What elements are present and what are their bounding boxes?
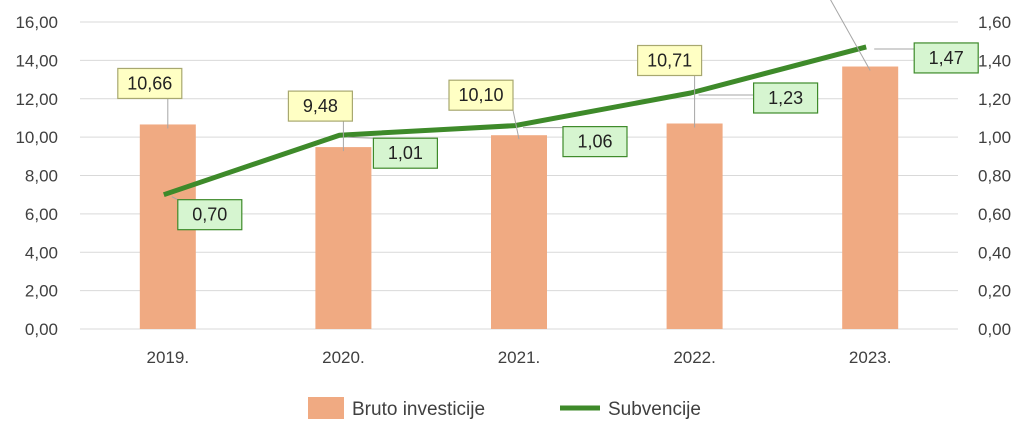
leader-line <box>830 0 871 71</box>
line-data-label: 1,01 <box>388 143 423 163</box>
category-label: 2019. <box>147 348 190 367</box>
right-axis-tick-label: 1,20 <box>978 90 1011 109</box>
category-axis-labels: 2019. 2020. 2021. 2022. 2023. <box>147 348 892 367</box>
bar-data-label-box <box>448 79 514 111</box>
right-axis-tick-label: 1,40 <box>978 51 1011 70</box>
leader-line <box>171 196 179 201</box>
legend-swatch-bar <box>308 397 344 419</box>
left-axis-tick-label: 6,00 <box>25 205 58 224</box>
leader-line <box>512 110 520 140</box>
right-axis-tick-label: 0,00 <box>978 320 1011 339</box>
line-data-label-box <box>177 199 243 231</box>
line-data-label-box <box>562 126 628 158</box>
line-data-label: 1,23 <box>768 88 803 108</box>
bar-data-label: 10,66 <box>127 73 172 93</box>
line-data-label-box <box>752 82 819 114</box>
bar <box>315 147 372 329</box>
right-axis-tick-label: 0,20 <box>978 282 1011 301</box>
right-axis-tick-label: 1,60 <box>978 13 1011 32</box>
left-axis-ticks: 0,00 2,00 4,00 6,00 8,00 10,00 12,00 14,00 16,00 <box>15 13 58 339</box>
left-axis-tick-label: 0,00 <box>25 320 58 339</box>
bar-data-label: 9,48 <box>303 96 338 116</box>
line-series-subvencije <box>162 44 867 198</box>
left-axis-tick-label: 2,00 <box>25 282 58 301</box>
label-leader-lines <box>167 0 915 201</box>
data-labels: 10,669,4810,1010,7113,680,701,011,061,23… <box>117 42 979 231</box>
bar-series-bruto-investicije <box>139 66 899 330</box>
line-data-label-box <box>913 42 979 74</box>
left-axis-tick-label: 4,00 <box>25 243 58 262</box>
bar-data-label-box <box>636 44 703 77</box>
line-data-label: 0,70 <box>192 205 227 225</box>
category-label: 2023. <box>849 348 892 367</box>
right-axis-tick-label: 1,00 <box>978 128 1011 147</box>
bar-data-label-box <box>117 67 183 100</box>
left-axis-tick-label: 8,00 <box>25 167 58 186</box>
bar <box>491 135 547 329</box>
right-axis-tick-label: 0,80 <box>978 167 1011 186</box>
left-axis-tick-label: 16,00 <box>15 13 58 32</box>
legend-label-line: Subvencije <box>608 399 701 420</box>
left-axis-tick-label: 12,00 <box>15 90 58 109</box>
bar-data-label: 10,71 <box>647 51 692 71</box>
category-label: 2020. <box>322 348 365 367</box>
left-axis-tick-label: 10,00 <box>15 128 58 147</box>
leader-line <box>347 136 374 139</box>
right-axis-tick-label: 0,40 <box>978 243 1011 262</box>
legend-label-bar: Bruto investicije <box>352 399 485 420</box>
left-axis-tick-label: 14,00 <box>15 51 58 70</box>
bar <box>666 123 723 329</box>
line-data-label-box <box>372 137 438 169</box>
category-label: 2021. <box>498 348 541 367</box>
bar-data-label-box <box>287 90 353 122</box>
legend: Bruto investicije Subvencije <box>308 397 701 420</box>
bar <box>842 66 899 329</box>
line-data-label: 1,06 <box>577 132 612 152</box>
right-axis-ticks: 0,00 0,20 0,40 0,60 0,80 1,00 1,20 1,40 1,60 <box>978 13 1011 339</box>
line-data-label: 1,47 <box>929 48 964 68</box>
bar-data-label: 10,10 <box>458 85 503 105</box>
category-label: 2022. <box>673 348 716 367</box>
right-axis-tick-label: 0,60 <box>978 205 1011 224</box>
